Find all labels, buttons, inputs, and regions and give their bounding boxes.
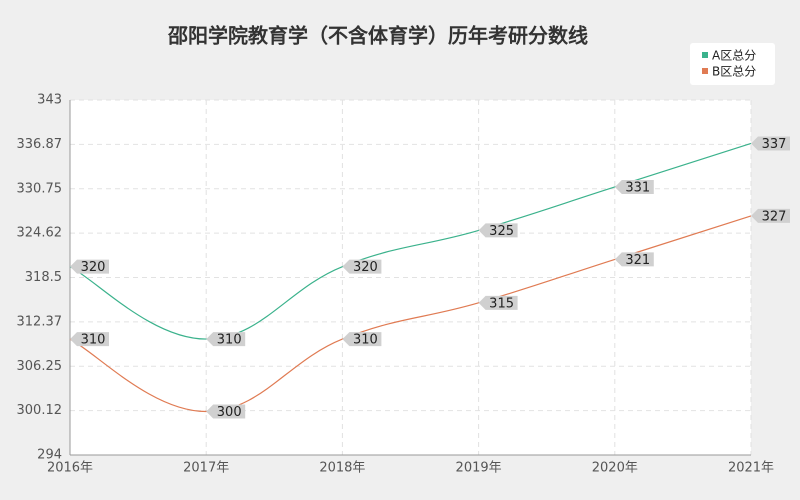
y-tick-label: 300.12 bbox=[17, 403, 63, 418]
data-label-bg bbox=[751, 136, 790, 151]
data-label: 310 bbox=[217, 333, 242, 348]
data-label: 331 bbox=[625, 180, 650, 195]
data-label-bg bbox=[70, 259, 109, 274]
y-tick-label: 336.87 bbox=[17, 137, 63, 152]
data-label: 310 bbox=[353, 333, 378, 348]
data-label: 325 bbox=[489, 224, 514, 239]
data-label: 300 bbox=[217, 405, 242, 420]
chart-title: 邵阳学院教育学（不含体育学）历年考研分数线 bbox=[167, 24, 588, 48]
x-tick-label: 2016年 bbox=[47, 461, 93, 476]
y-tick-label: 306.25 bbox=[17, 359, 63, 374]
data-label-bg bbox=[478, 223, 518, 238]
data-label: 320 bbox=[353, 260, 378, 275]
data-label: 337 bbox=[762, 137, 787, 152]
data-label: 315 bbox=[489, 296, 514, 311]
data-label-bg bbox=[206, 332, 246, 347]
data-label: 320 bbox=[81, 260, 106, 275]
data-label: 310 bbox=[81, 333, 106, 348]
x-tick-label: 2021年 bbox=[728, 461, 774, 476]
y-tick-label: 324.62 bbox=[17, 226, 63, 241]
data-label-bg bbox=[206, 404, 246, 419]
data-label-bg bbox=[614, 179, 654, 194]
data-label-bg bbox=[342, 332, 382, 347]
x-tick-label: 2018年 bbox=[319, 461, 365, 476]
data-label-bg bbox=[751, 208, 790, 223]
data-label-bg bbox=[342, 259, 382, 274]
data-label-bg bbox=[478, 295, 518, 310]
y-tick-label: 294 bbox=[37, 448, 62, 463]
y-tick-label: 330.75 bbox=[17, 181, 63, 196]
data-label-bg bbox=[614, 252, 654, 267]
legend-box bbox=[690, 43, 775, 85]
legend-swatch bbox=[702, 52, 708, 58]
x-tick-label: 2020年 bbox=[592, 461, 638, 476]
x-tick-label: 2017年 bbox=[183, 461, 229, 476]
legend-label: B区总分 bbox=[712, 65, 756, 79]
x-tick-label: 2019年 bbox=[456, 461, 502, 476]
data-label-bg bbox=[70, 332, 109, 347]
legend-swatch bbox=[702, 68, 708, 74]
data-label: 327 bbox=[762, 209, 787, 224]
legend-label: A区总分 bbox=[712, 49, 756, 63]
y-tick-label: 318.5 bbox=[25, 270, 62, 285]
y-tick-label: 312.37 bbox=[17, 314, 63, 329]
y-tick-label: 343 bbox=[37, 93, 62, 108]
data-label: 321 bbox=[625, 253, 650, 268]
